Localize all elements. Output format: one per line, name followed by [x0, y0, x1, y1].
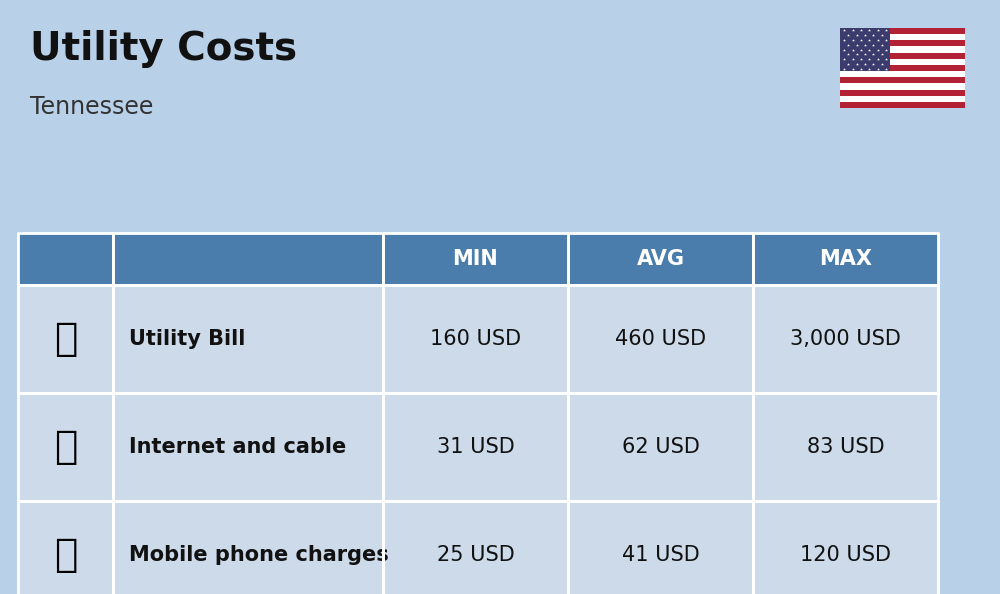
Bar	[840, 59, 965, 65]
Text: Utility Bill: Utility Bill	[129, 329, 246, 349]
Text: 📡: 📡	[54, 428, 77, 466]
Bar	[840, 34, 965, 40]
Text: MAX: MAX	[819, 249, 872, 269]
Text: 460 USD: 460 USD	[615, 329, 706, 349]
Bar	[753, 501, 938, 594]
Text: 3,000 USD: 3,000 USD	[790, 329, 901, 349]
Text: 41 USD: 41 USD	[622, 545, 699, 565]
Text: 31 USD: 31 USD	[437, 437, 514, 457]
Bar	[568, 501, 753, 594]
Bar	[568, 285, 753, 393]
Text: 25 USD: 25 USD	[437, 545, 514, 565]
Bar	[840, 28, 965, 108]
Text: Tennessee: Tennessee	[30, 95, 153, 119]
Text: Internet and cable: Internet and cable	[129, 437, 346, 457]
Bar	[113, 285, 383, 393]
Bar	[753, 393, 938, 501]
Bar	[18, 285, 113, 393]
Bar	[383, 233, 568, 285]
Text: 160 USD: 160 USD	[430, 329, 521, 349]
Bar	[383, 393, 568, 501]
Bar	[753, 233, 938, 285]
Text: 62 USD: 62 USD	[622, 437, 699, 457]
Text: 120 USD: 120 USD	[800, 545, 891, 565]
Text: MIN: MIN	[453, 249, 498, 269]
Bar	[383, 285, 568, 393]
Bar	[113, 501, 383, 594]
Text: 🔌: 🔌	[54, 320, 77, 358]
Text: 83 USD: 83 USD	[807, 437, 884, 457]
Text: 📱: 📱	[54, 536, 77, 574]
Bar	[840, 46, 965, 53]
Bar	[753, 285, 938, 393]
Bar	[840, 71, 965, 77]
Text: AVG: AVG	[637, 249, 684, 269]
Text: Utility Costs: Utility Costs	[30, 30, 297, 68]
Bar	[18, 233, 113, 285]
Bar	[113, 393, 383, 501]
Bar	[113, 233, 383, 285]
Bar	[18, 393, 113, 501]
Bar	[568, 233, 753, 285]
Bar	[840, 28, 890, 71]
Bar	[383, 501, 568, 594]
Bar	[18, 501, 113, 594]
Bar	[568, 393, 753, 501]
Text: Mobile phone charges: Mobile phone charges	[129, 545, 389, 565]
Bar	[840, 96, 965, 102]
Bar	[840, 83, 965, 90]
